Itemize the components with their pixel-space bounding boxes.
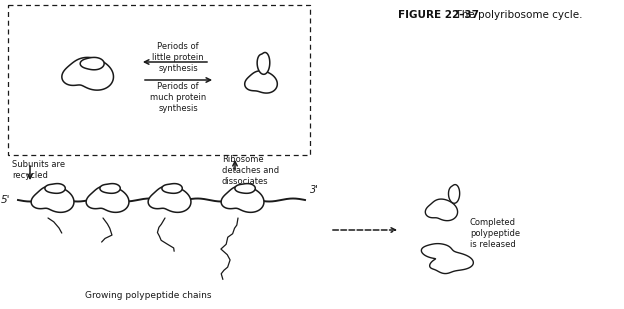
Polygon shape <box>45 184 66 193</box>
Polygon shape <box>221 186 264 212</box>
Polygon shape <box>80 57 104 70</box>
Polygon shape <box>235 184 255 193</box>
Text: Periods of
little protein
synthesis: Periods of little protein synthesis <box>152 42 204 73</box>
Text: Growing polypeptide chains: Growing polypeptide chains <box>85 291 212 300</box>
Polygon shape <box>148 186 191 212</box>
Text: Periods of
much protein
synthesis: Periods of much protein synthesis <box>150 82 206 113</box>
Polygon shape <box>257 53 270 74</box>
Polygon shape <box>449 184 460 203</box>
Polygon shape <box>31 186 74 212</box>
Text: Ribosome
detaches and
dissociates: Ribosome detaches and dissociates <box>222 155 279 186</box>
Bar <box>8 5 310 155</box>
Text: Completed
polypeptide
is released: Completed polypeptide is released <box>470 218 520 249</box>
Polygon shape <box>86 186 129 212</box>
Text: 5': 5' <box>1 195 10 205</box>
Polygon shape <box>245 71 277 93</box>
Text: Subunits are
recycled: Subunits are recycled <box>12 160 65 180</box>
Polygon shape <box>62 57 114 90</box>
Text: FIGURE 22–37: FIGURE 22–37 <box>398 10 479 20</box>
Polygon shape <box>100 184 120 193</box>
Text: 3': 3' <box>310 185 319 195</box>
Polygon shape <box>426 199 457 221</box>
Polygon shape <box>162 184 182 193</box>
Polygon shape <box>421 243 474 273</box>
Text: The polyribosome cycle.: The polyribosome cycle. <box>449 10 582 20</box>
